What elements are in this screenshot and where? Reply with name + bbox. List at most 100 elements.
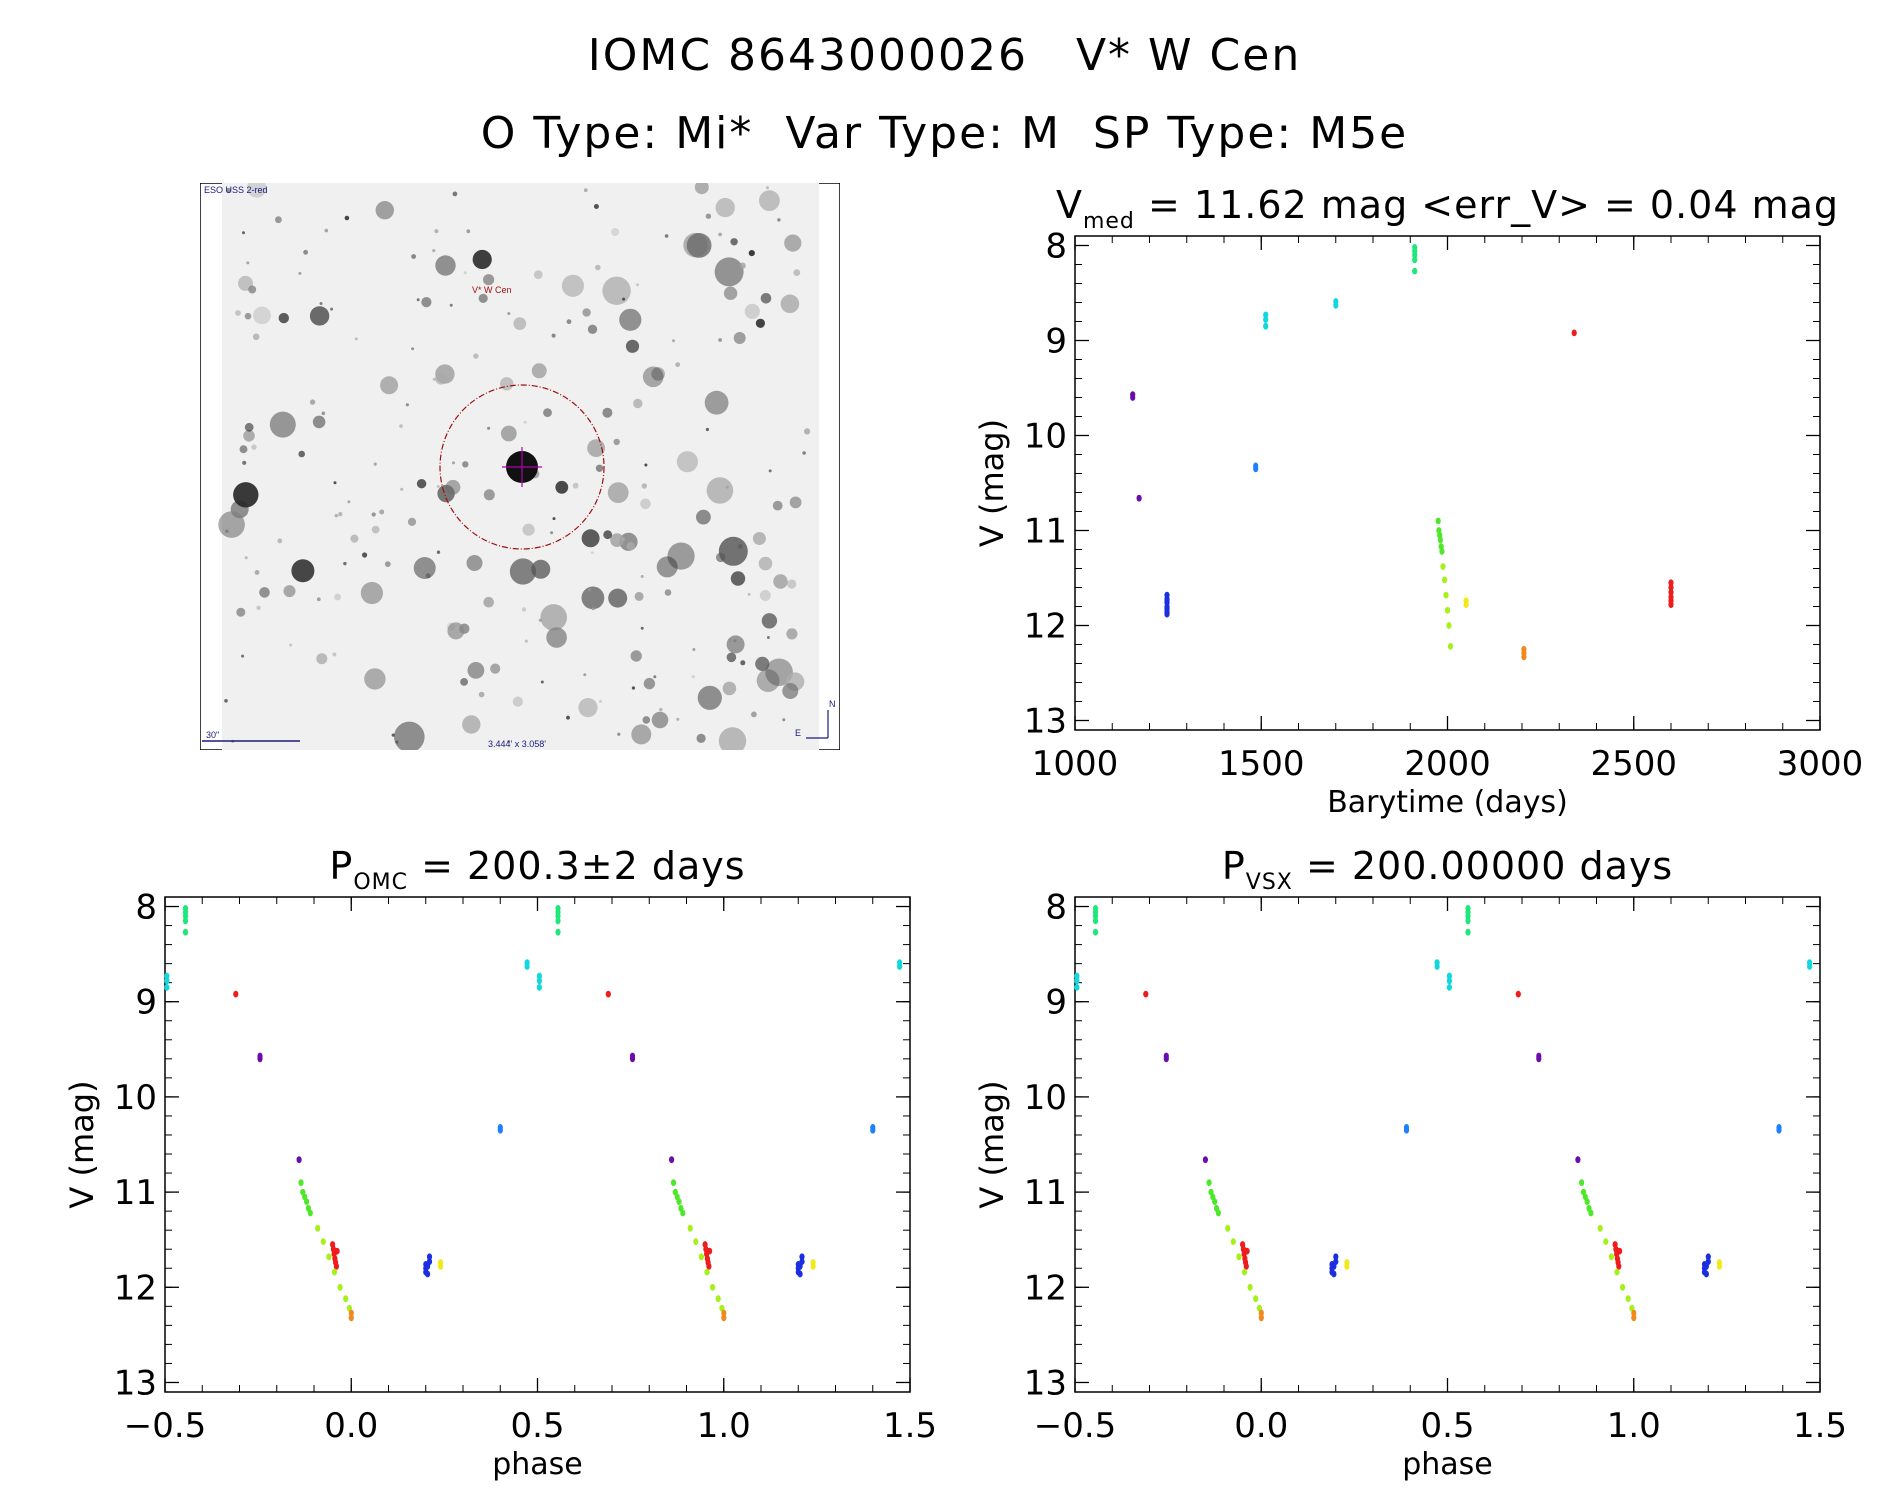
data-point: [1333, 1258, 1339, 1265]
sky-star: [642, 716, 651, 724]
data-point: [1631, 1309, 1637, 1317]
sky-star: [636, 283, 639, 287]
data-point: [1631, 1314, 1637, 1322]
sky-star: [225, 187, 231, 193]
sky-star: [582, 308, 591, 317]
data-point: [536, 984, 543, 991]
data-point: [1716, 1262, 1722, 1270]
sky-star: [462, 461, 469, 468]
data-point: [1616, 1262, 1622, 1270]
sky-star: [793, 269, 801, 276]
data-point: [182, 912, 189, 920]
chart-time: 1000 1500 2000 2500 3000 8 9 10 11 12 13 Barytime (…: [973, 183, 1863, 820]
data-point: [1444, 606, 1451, 614]
sky-star: [253, 306, 271, 325]
sky-star: [400, 487, 404, 491]
sky-star: [447, 622, 465, 640]
data-point: [1263, 311, 1269, 319]
series-purple: [1130, 391, 1142, 502]
sky-star: [449, 303, 453, 307]
data-point: [296, 1156, 302, 1164]
sky-star: [330, 307, 334, 311]
sky-star: [751, 711, 757, 718]
figure-title: IOMC 8643000026 V* W Cen: [587, 30, 1302, 81]
sky-star: [610, 533, 624, 547]
sky-star: [747, 592, 751, 596]
sky-star: [777, 218, 781, 222]
sky-star: [631, 724, 652, 745]
data-point: [315, 1224, 321, 1232]
sky-star: [758, 556, 773, 571]
sky-star: [334, 514, 338, 518]
sky-star: [316, 653, 328, 665]
data-point: [1263, 316, 1269, 323]
sky-star: [244, 312, 252, 320]
data-point: [1620, 1283, 1626, 1291]
sky-star: [333, 481, 337, 485]
data-point: [426, 1258, 433, 1265]
sky-star: [782, 683, 799, 699]
sky-star: [354, 337, 358, 341]
sky-star: [739, 262, 746, 269]
sky-star: [755, 318, 766, 328]
y-tick-label: 8: [1045, 227, 1067, 267]
sky-star: [780, 294, 800, 314]
data-point: [707, 1247, 713, 1255]
sky-star: [718, 727, 747, 750]
sky-star: [759, 590, 771, 601]
sky-star: [630, 650, 642, 662]
data-point: [1625, 1295, 1631, 1303]
data-point: [536, 972, 543, 980]
sky-image-panel: ESO USS 2-red V* W Cen 30" 3.444' x 3.05…: [200, 183, 840, 750]
sky-star: [364, 668, 386, 690]
data-point: [1403, 1126, 1410, 1134]
data-point: [1446, 622, 1452, 629]
sky-star: [672, 339, 675, 343]
sky-star: [531, 363, 547, 379]
sky-star: [715, 197, 735, 218]
sky-star: [437, 484, 455, 503]
data-point: [164, 972, 170, 980]
sky-star: [607, 482, 629, 503]
sky-star: [248, 285, 257, 294]
sky-star: [452, 191, 458, 197]
sky-star: [715, 552, 726, 563]
sky-star: [395, 740, 399, 744]
sky-star: [696, 733, 706, 744]
data-point: [1143, 990, 1149, 998]
sky-star: [521, 607, 527, 612]
y-tick-label: 8: [135, 888, 157, 928]
data-point: [426, 1253, 433, 1261]
sky-star: [782, 718, 786, 722]
y-tick-label: 9: [1045, 983, 1067, 1023]
data-point: [1225, 1224, 1231, 1232]
sky-star: [634, 591, 644, 601]
data-point: [1446, 984, 1452, 991]
data-point: [1130, 394, 1136, 401]
data-point: [1446, 972, 1452, 980]
chart-title: POMC = 200.3±2 days: [329, 844, 745, 895]
sky-star: [321, 411, 326, 416]
sky-star: [347, 500, 351, 504]
sky-star: [259, 587, 270, 598]
sky-star: [463, 271, 467, 275]
x-tick-label: −0.5: [124, 1406, 207, 1446]
sky-star: [718, 536, 748, 566]
sky-star: [641, 483, 647, 489]
data-point: [164, 984, 170, 991]
sky-star: [578, 698, 598, 718]
sky-star: [625, 339, 640, 353]
data-point: [1668, 579, 1674, 587]
y-tick-label: 9: [1045, 322, 1067, 362]
data-point: [693, 1238, 699, 1245]
sky-star: [593, 204, 599, 209]
sky-star: [452, 461, 455, 465]
sky-star: [278, 312, 289, 324]
y-axis-label: V (mag): [63, 1080, 101, 1208]
sky-star: [608, 588, 628, 608]
sky-star: [416, 479, 427, 489]
sky-star: [726, 652, 737, 663]
sky-star: [651, 711, 669, 729]
sky-star: [244, 422, 254, 432]
sky-star: [407, 517, 417, 526]
